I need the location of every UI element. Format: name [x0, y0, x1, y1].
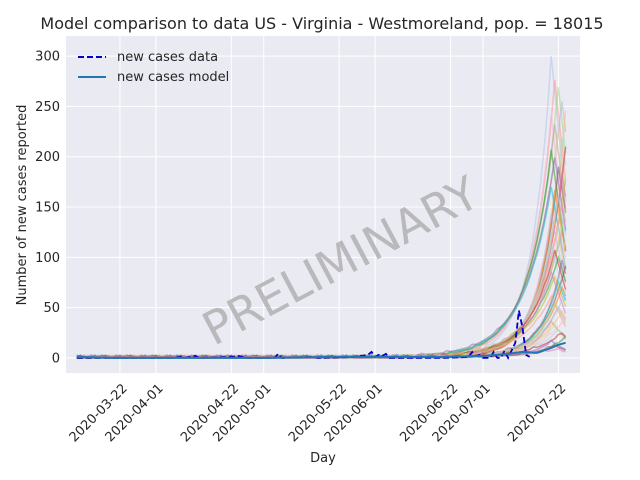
y-tick-label: 200 — [35, 150, 60, 165]
series-lines — [76, 310, 566, 360]
grid — [66, 36, 580, 373]
series-line-model — [76, 341, 566, 359]
chart-title: Model comparison to data US - Virginia -… — [40, 14, 603, 33]
y-tick-label: 250 — [35, 100, 60, 115]
y-tick-label: 100 — [35, 251, 60, 266]
y-tick-label: 300 — [35, 50, 60, 65]
y-tick-label: 50 — [43, 301, 60, 316]
x-axis-label: Day — [310, 451, 336, 466]
legend-label-data: new cases data — [117, 50, 218, 65]
y-ticks: 0 50 100 150 200 250 300 — [35, 50, 60, 367]
y-axis-label: Number of new cases reported — [15, 105, 30, 306]
plot-area — [66, 36, 580, 373]
legend: new cases data new cases model — [78, 50, 229, 85]
y-tick-label: 0 — [52, 351, 60, 366]
y-tick-label: 150 — [35, 201, 60, 216]
legend-label-model: new cases model — [117, 70, 229, 85]
x-tick-label: 2020-07-22 — [505, 381, 569, 445]
